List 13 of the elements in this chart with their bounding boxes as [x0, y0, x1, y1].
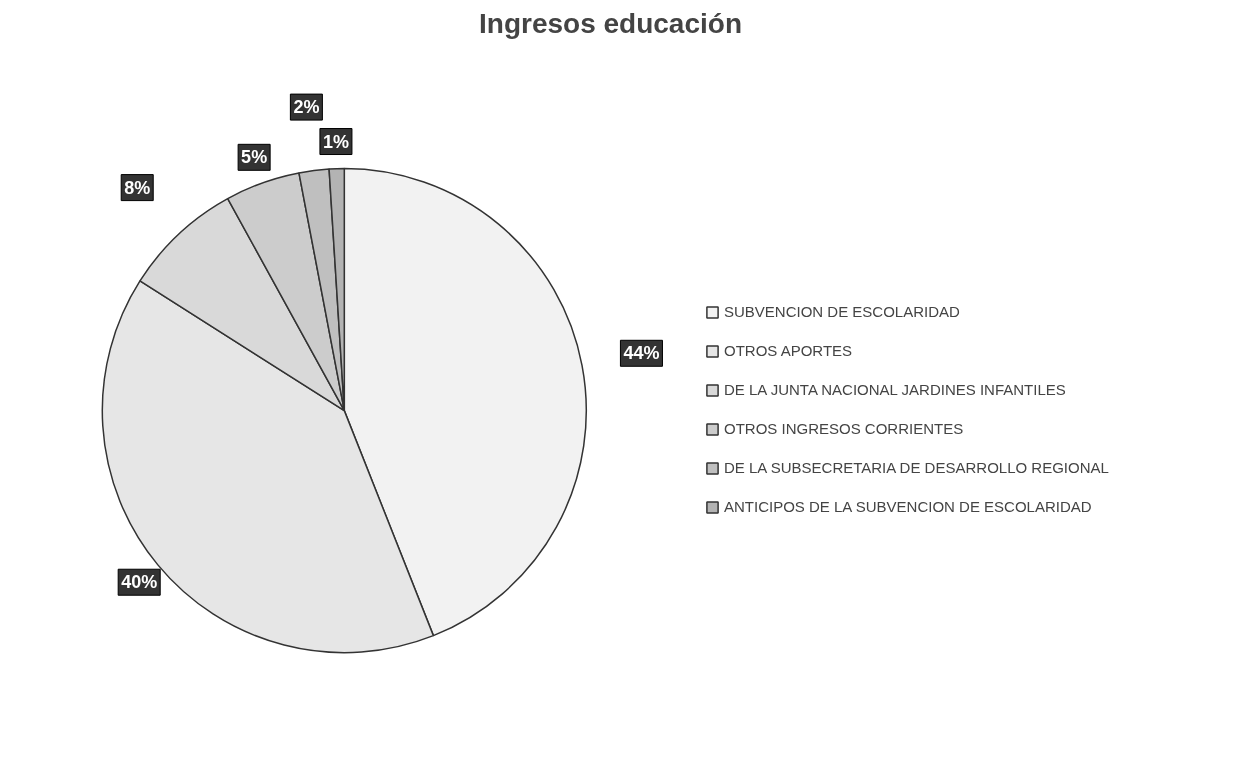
data-label: 1% [322, 131, 349, 152]
data-label: 5% [241, 147, 268, 168]
data-label: 2% [293, 97, 320, 118]
legend-label: OTROS INGRESOS CORRIENTES [724, 420, 964, 437]
legend-label: OTROS APORTES [724, 342, 853, 359]
legend-label: DE LA SUBSECRETARIA DE DESARROLLO REGIONAL [724, 459, 1109, 476]
data-label: 40% [121, 572, 158, 593]
chart-title: Ingresos educación [479, 7, 742, 39]
legend-label: ANTICIPOS DE LA SUBVENCION DE ESCOLARIDAD [724, 498, 1092, 515]
legend-label: DE LA JUNTA NACIONAL JARDINES INFANTILES [724, 381, 1066, 398]
data-label: 8% [124, 177, 151, 198]
data-label: 44% [623, 343, 660, 364]
legend-label: SUBVENCION DE ESCOLARIDAD [724, 303, 960, 320]
